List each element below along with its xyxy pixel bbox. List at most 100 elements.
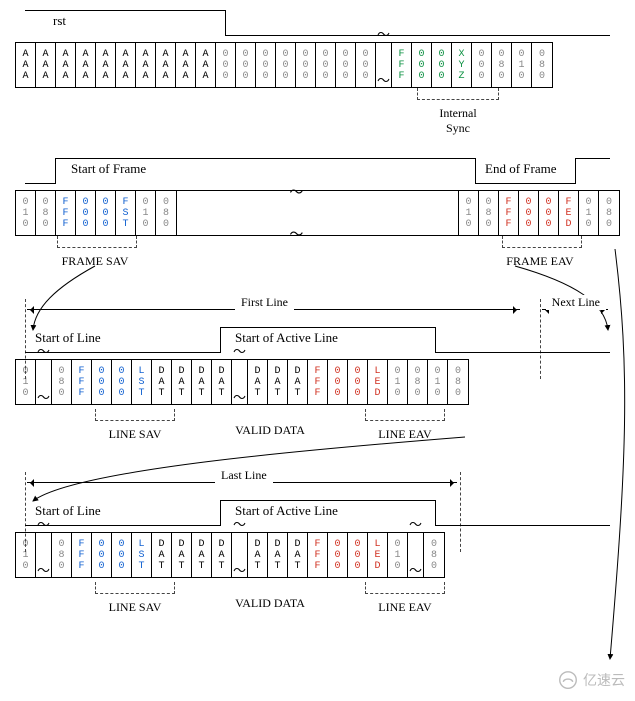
bus-cell: 080 — [599, 191, 619, 235]
bus-cell: AAA — [136, 43, 156, 87]
bus-cell: 000 — [92, 360, 112, 404]
bus-cell: FFF — [392, 43, 412, 87]
frame-eav-label: FRAME EAV — [460, 254, 620, 269]
bus-cell: DAT — [212, 360, 232, 404]
bus-gap: 〜〜 — [408, 533, 424, 577]
bus-cell: DAT — [248, 360, 268, 404]
bus-cell: DAT — [268, 360, 288, 404]
bus-cell: 080 — [156, 191, 176, 235]
bus-cell: 000 — [296, 43, 316, 87]
bus-cell: 000 — [112, 533, 132, 577]
bus-cell: 010 — [459, 191, 479, 235]
bus-gap: 〜〜 — [232, 360, 248, 404]
bus-cell: 080 — [492, 43, 512, 87]
bus-cell: DAT — [288, 360, 308, 404]
bus-cell: LST — [132, 533, 152, 577]
bus-cell: 000 — [236, 43, 256, 87]
watermark: 亿速云 — [557, 669, 625, 691]
bus-cell: DAT — [152, 360, 172, 404]
bus-cell: DAT — [172, 533, 192, 577]
bus-cell: DAT — [192, 360, 212, 404]
bus-cell: 000 — [348, 533, 368, 577]
valid-data-1: VALID DATA — [195, 423, 345, 438]
start-active-label-1: Start of Active Line — [235, 330, 338, 346]
rst-label: rst — [53, 13, 66, 29]
bus-cell: DAT — [212, 533, 232, 577]
section-last-line: Last Line Start of Line Start of Active … — [15, 472, 620, 615]
bus-frame-right: 010080FFF000000FED010080 — [458, 190, 620, 236]
bus-cell: 080 — [479, 191, 499, 235]
bus-cell: 080 — [36, 191, 56, 235]
bus-cell: AAA — [116, 43, 136, 87]
bus-cell: 000 — [96, 191, 116, 235]
bus-cell: 000 — [276, 43, 296, 87]
section-first-line: First Line Next Line Start of Line Start… — [15, 299, 620, 442]
bus-cell: XYZ — [452, 43, 472, 87]
bus-cell: 080 — [448, 360, 468, 404]
bus-cell: 000 — [316, 43, 336, 87]
bus-cell: 000 — [328, 360, 348, 404]
bus-cell: 010 — [16, 533, 36, 577]
bus-cell: AAA — [176, 43, 196, 87]
bus-cell: DAT — [248, 533, 268, 577]
bus-cell: DAT — [172, 360, 192, 404]
start-active-label-2: Start of Active Line — [235, 503, 338, 519]
bus-cell: FFF — [72, 360, 92, 404]
bus-cell: LED — [368, 360, 388, 404]
bus-cell: 080 — [52, 360, 72, 404]
bus-gap: 〜〜 — [232, 533, 248, 577]
bus-cell: 010 — [512, 43, 532, 87]
bus-first-line: 010〜〜080FFF000000LSTDATDATDATDAT〜〜DATDAT… — [15, 359, 469, 405]
start-line-label-2: Start of Line — [35, 503, 101, 519]
end-frame-label: End of Frame — [485, 161, 556, 177]
bus-cell: LST — [132, 360, 152, 404]
bus-gap: 〜〜 — [36, 533, 52, 577]
bus-cell: AAA — [56, 43, 76, 87]
bus-cell: 010 — [16, 191, 36, 235]
line-sav-1: LINE SAV — [75, 427, 195, 442]
bus-cell: FFF — [72, 533, 92, 577]
bus-row-1: AAAAAAAAAAAAAAAAAAAAAAAAAAAAAA0000000000… — [15, 42, 553, 88]
bus-cell: FFF — [308, 533, 328, 577]
line-eav-2: LINE EAV — [345, 600, 465, 615]
bus-cell: 000 — [472, 43, 492, 87]
start-frame-label: Start of Frame — [71, 161, 146, 177]
bus-cell: 010 — [428, 360, 448, 404]
bus-cell: AAA — [156, 43, 176, 87]
bus-cell: AAA — [96, 43, 116, 87]
bus-cell: DAT — [268, 533, 288, 577]
next-line-label: Next Line — [546, 295, 606, 310]
bus-cell: FED — [559, 191, 579, 235]
bus-cell: DAT — [288, 533, 308, 577]
line-eav-1: LINE EAV — [345, 427, 465, 442]
bus-cell: 000 — [356, 43, 376, 87]
line-sav-2: LINE SAV — [75, 600, 195, 615]
bus-frame-left: 010080FFF000000FST010080 — [15, 190, 177, 236]
bus-cell: AAA — [36, 43, 56, 87]
bus-cell: 010 — [16, 360, 36, 404]
bus-last-line: 010〜〜080FFF000000LSTDATDATDATDAT〜〜DATDAT… — [15, 532, 445, 578]
bus-cell: 000 — [76, 191, 96, 235]
bus-cell: 010 — [388, 360, 408, 404]
bus-cell: 000 — [256, 43, 276, 87]
bus-cell: 000 — [348, 360, 368, 404]
bus-cell: 000 — [92, 533, 112, 577]
bus-cell: 000 — [539, 191, 559, 235]
bus-cell: 000 — [412, 43, 432, 87]
bus-cell: FFF — [499, 191, 519, 235]
bus-cell: FFF — [56, 191, 76, 235]
frame-sav-label: FRAME SAV — [15, 254, 175, 269]
bus-cell: 080 — [52, 533, 72, 577]
bus-cell: 000 — [112, 360, 132, 404]
bus-cell: 000 — [328, 533, 348, 577]
bus-cell: 010 — [136, 191, 156, 235]
bus-cell: 000 — [336, 43, 356, 87]
bus-cell: DAT — [152, 533, 172, 577]
bus-cell: 080 — [408, 360, 428, 404]
bus-cell: 000 — [519, 191, 539, 235]
bus-cell: LED — [368, 533, 388, 577]
bus-cell: AAA — [76, 43, 96, 87]
rst-waveform: rst — [15, 10, 620, 36]
bus-cell: 000 — [432, 43, 452, 87]
bus-cell: 010 — [388, 533, 408, 577]
